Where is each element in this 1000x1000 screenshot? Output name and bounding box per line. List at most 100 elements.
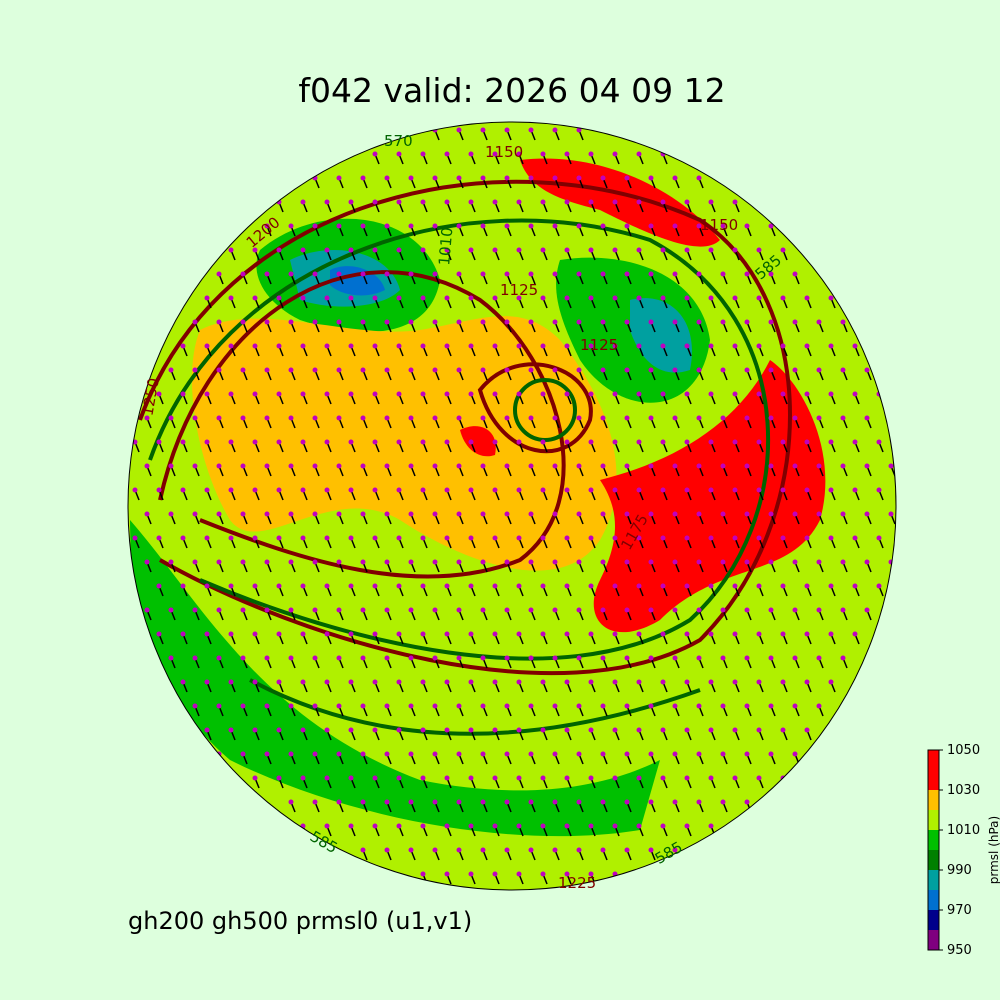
wind-dot	[504, 703, 510, 709]
wind-dot	[360, 511, 366, 517]
wind-dot	[396, 679, 402, 685]
wind-dot	[276, 295, 282, 301]
wind-dot	[528, 511, 534, 517]
wind-dot	[180, 535, 186, 541]
wind-dot	[600, 319, 606, 325]
wind-dot	[708, 487, 714, 493]
wind-dot	[444, 199, 450, 205]
wind-dot	[516, 487, 522, 493]
wind-dot	[360, 559, 366, 565]
wind-dot	[144, 415, 150, 421]
wind-dot	[312, 559, 318, 565]
wind-dot	[396, 535, 402, 541]
wind-dot	[264, 415, 270, 421]
wind-dot	[444, 583, 450, 589]
wind-dot	[612, 391, 618, 397]
wind-dot	[408, 415, 414, 421]
wind-dot	[540, 631, 546, 637]
wind-dot	[588, 439, 594, 445]
wind-dot	[828, 631, 834, 637]
wind-dot	[564, 295, 570, 301]
wind-dot	[720, 799, 726, 805]
wind-dot	[612, 535, 618, 541]
wind-dot	[408, 559, 414, 565]
colorbar-band	[928, 890, 939, 910]
wind-dot	[528, 127, 534, 133]
wind-dot	[444, 487, 450, 493]
wind-dot	[312, 463, 318, 469]
wind-dot	[528, 463, 534, 469]
wind-dot	[840, 559, 846, 565]
wind-dot	[744, 463, 750, 469]
wind-dot	[672, 847, 678, 853]
wind-dot	[792, 703, 798, 709]
wind-dot	[492, 391, 498, 397]
wind-dot	[552, 751, 558, 757]
wind-dot	[648, 415, 654, 421]
wind-dot	[168, 511, 174, 517]
wind-dot	[864, 367, 870, 373]
wind-dot	[384, 319, 390, 325]
wind-dot	[492, 295, 498, 301]
wind-dot	[492, 199, 498, 205]
wind-dot	[672, 463, 678, 469]
wind-dot	[840, 367, 846, 373]
wind-dot	[576, 607, 582, 613]
wind-dot	[720, 319, 726, 325]
wind-dot	[408, 175, 414, 181]
wind-dot	[384, 703, 390, 709]
wind-dot	[432, 175, 438, 181]
wind-dot	[744, 799, 750, 805]
wind-dot	[432, 559, 438, 565]
wind-dot	[540, 679, 546, 685]
wind-dot	[504, 607, 510, 613]
wind-dot	[468, 727, 474, 733]
wind-dot	[420, 775, 426, 781]
wind-dot	[552, 703, 558, 709]
wind-dot	[636, 439, 642, 445]
wind-dot	[240, 607, 246, 613]
wind-dot	[312, 271, 318, 277]
wind-dot	[708, 295, 714, 301]
colorbar-tick-label: 1050	[947, 743, 980, 758]
wind-dot	[792, 415, 798, 421]
wind-dot	[492, 343, 498, 349]
wind-dot	[216, 367, 222, 373]
wind-dot	[456, 367, 462, 373]
wind-dot	[216, 463, 222, 469]
wind-dot	[480, 367, 486, 373]
wind-dot	[168, 655, 174, 661]
wind-dot	[624, 799, 630, 805]
wind-dot	[756, 631, 762, 637]
wind-dot	[480, 223, 486, 229]
wind-dot	[792, 559, 798, 565]
wind-dot	[804, 535, 810, 541]
wind-dot	[264, 367, 270, 373]
wind-dot	[372, 631, 378, 637]
wind-dot	[456, 703, 462, 709]
wind-dot	[252, 439, 258, 445]
wind-dot	[828, 391, 834, 397]
wind-dot	[768, 655, 774, 661]
wind-dot	[864, 607, 870, 613]
wind-dot	[240, 271, 246, 277]
wind-dot	[540, 583, 546, 589]
wind-dot	[480, 703, 486, 709]
wind-dot	[660, 391, 666, 397]
wind-dot	[588, 487, 594, 493]
wind-dot	[588, 631, 594, 637]
wind-dot	[840, 607, 846, 613]
wind-dot	[300, 679, 306, 685]
wind-dot	[732, 727, 738, 733]
footer-label: gh200 gh500 prmsl0 (u1,v1)	[128, 907, 472, 935]
wind-markers	[132, 127, 896, 885]
wind-dot	[480, 511, 486, 517]
wind-dot	[876, 535, 882, 541]
wind-dot	[192, 463, 198, 469]
wind-dot	[708, 775, 714, 781]
wind-dot	[192, 319, 198, 325]
wind-dot	[276, 583, 282, 589]
wind-dot	[300, 391, 306, 397]
wind-dot	[540, 199, 546, 205]
wind-dot	[672, 703, 678, 709]
